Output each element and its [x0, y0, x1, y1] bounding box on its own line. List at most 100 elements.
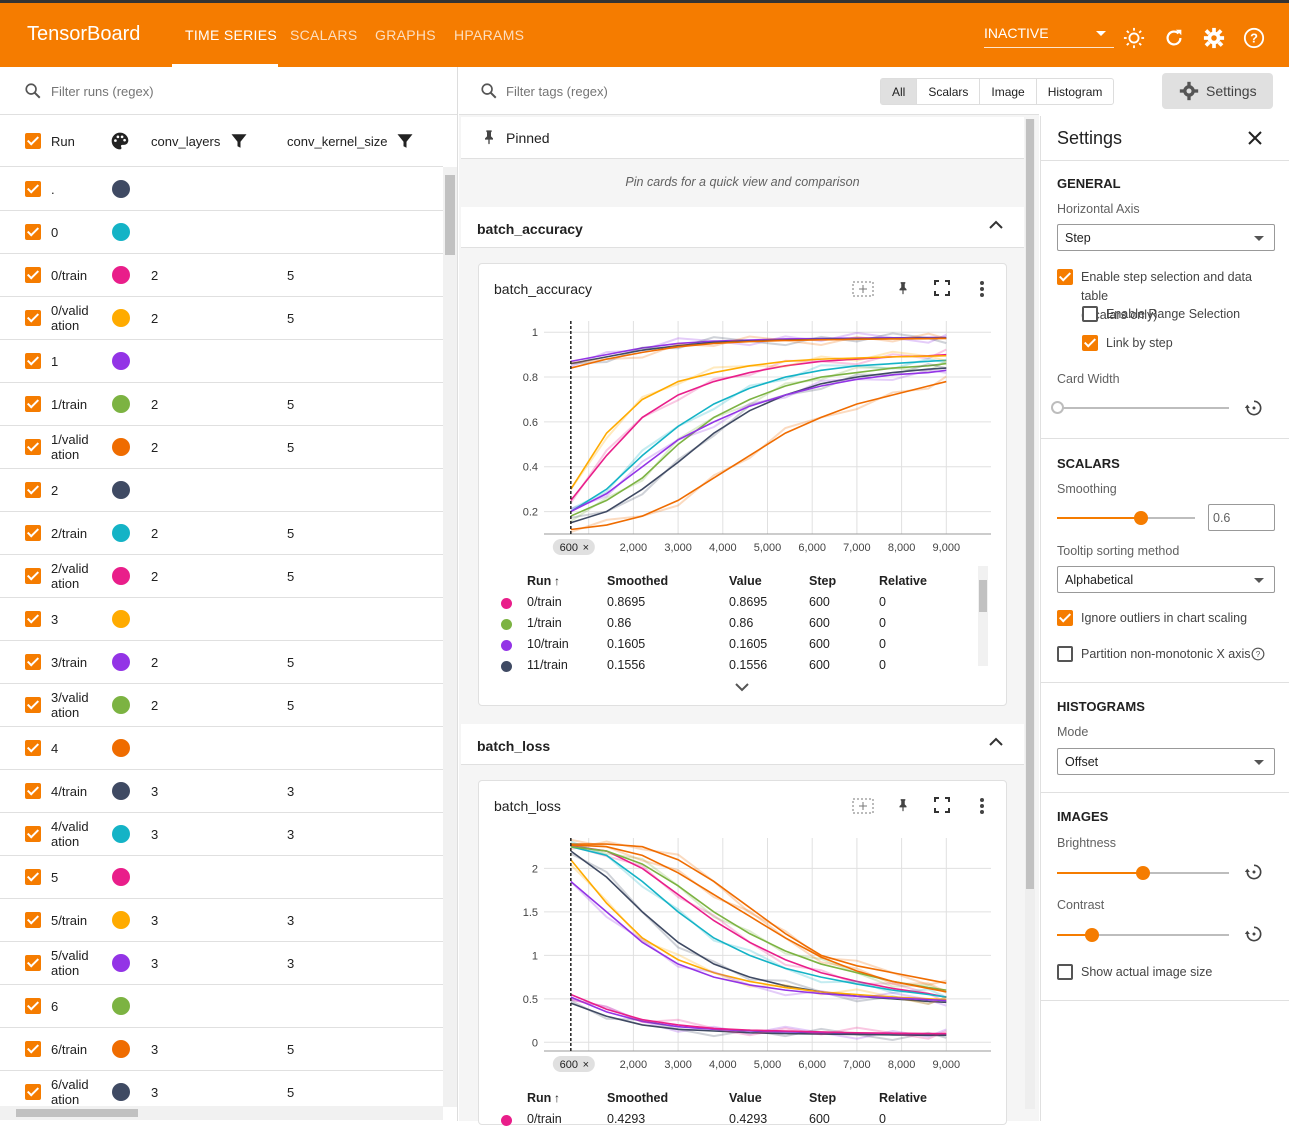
run-row[interactable]: 2/train 2 5	[0, 512, 443, 555]
reset-icon[interactable]	[1243, 862, 1265, 882]
run-color-swatch[interactable]	[112, 567, 130, 585]
run-checkbox[interactable]	[25, 482, 41, 498]
table-header-cell[interactable]: Step	[809, 574, 837, 588]
runs-horizontal-scrollbar[interactable]	[0, 1106, 443, 1120]
palette-icon[interactable]	[110, 131, 130, 151]
run-row[interactable]: 0	[0, 211, 443, 254]
filter-scalars-button[interactable]: Scalars	[917, 79, 981, 104]
fit-domain-icon[interactable]	[852, 797, 874, 815]
filter-image-button[interactable]: Image	[980, 79, 1037, 104]
batch-accuracy-chart[interactable]: 002,0003,0004,0005,0006,0007,0008,0009,0…	[479, 306, 1008, 566]
tab-graphs[interactable]: GRAPHS	[375, 27, 436, 43]
run-color-swatch[interactable]	[112, 352, 130, 370]
run-color-swatch[interactable]	[112, 825, 130, 843]
refresh-icon[interactable]	[1163, 27, 1185, 49]
filter-all-button[interactable]: All	[881, 79, 918, 104]
run-color-swatch[interactable]	[112, 868, 130, 886]
gear-icon[interactable]	[1203, 27, 1225, 49]
run-color-swatch[interactable]	[112, 180, 130, 198]
run-checkbox[interactable]	[25, 525, 41, 541]
run-checkbox[interactable]	[25, 568, 41, 584]
filter-icon[interactable]	[230, 132, 248, 150]
run-color-swatch[interactable]	[112, 696, 130, 714]
card-width-slider[interactable]	[1051, 401, 1229, 414]
theme-sun-icon[interactable]	[1123, 27, 1145, 49]
run-checkbox[interactable]	[25, 611, 41, 627]
run-row[interactable]: 5	[0, 856, 443, 899]
status-select[interactable]: INACTIVE	[984, 25, 1114, 48]
run-checkbox[interactable]	[25, 783, 41, 799]
step-marker-badge[interactable]	[552, 539, 595, 555]
tags-filter-input[interactable]: Filter tags (regex)	[506, 84, 608, 99]
select-all-checkbox[interactable]	[25, 133, 41, 149]
run-checkbox[interactable]	[25, 224, 41, 240]
reset-icon[interactable]	[1243, 398, 1265, 418]
smoothing-slider[interactable]	[1057, 511, 1195, 525]
run-checkbox[interactable]	[25, 826, 41, 842]
filter-histogram-button[interactable]: Histogram	[1047, 85, 1103, 99]
run-checkbox[interactable]	[25, 912, 41, 928]
run-color-swatch[interactable]	[112, 395, 130, 413]
run-color-swatch[interactable]	[112, 1040, 130, 1058]
run-row[interactable]: 4/train 3 3	[0, 770, 443, 813]
filter-icon[interactable]	[396, 132, 414, 150]
tab-hparams[interactable]: HPARAMS	[454, 27, 525, 43]
run-row[interactable]: 0/train 2 5	[0, 254, 443, 297]
contrast-slider-knob[interactable]	[1085, 928, 1099, 942]
fullscreen-icon[interactable]	[934, 797, 950, 813]
main-scrollbar-thumb[interactable]	[1026, 119, 1034, 889]
run-row[interactable]: 2/valid ation 2 5	[0, 555, 443, 598]
pin-icon[interactable]	[896, 280, 910, 296]
tab-time-series[interactable]: TIME SERIES	[185, 27, 277, 43]
run-row[interactable]: 1/valid ation 2 5	[0, 426, 443, 469]
table-header-cell[interactable]: Run	[527, 574, 552, 588]
table-scrollbar-thumb[interactable]	[979, 580, 987, 612]
settings-button[interactable]: Settings	[1162, 73, 1273, 109]
run-row[interactable]: 0/valid ation 2 5	[0, 297, 443, 340]
run-row[interactable]: 1/train 2 5	[0, 383, 443, 426]
run-checkbox[interactable]	[25, 353, 41, 369]
run-row[interactable]: 5/train 3 3	[0, 899, 443, 942]
fullscreen-icon[interactable]	[934, 280, 950, 296]
link-by-step-checkbox[interactable]	[1082, 335, 1098, 351]
run-color-swatch[interactable]	[112, 438, 130, 456]
run-row[interactable]: 5/valid ation 3 3	[0, 942, 443, 985]
table-header-cell[interactable]: Value	[729, 1091, 762, 1105]
run-row[interactable]: 3	[0, 598, 443, 641]
chevron-up-icon[interactable]	[989, 220, 1003, 230]
run-color-swatch[interactable]	[112, 911, 130, 929]
run-checkbox[interactable]	[25, 869, 41, 885]
run-color-swatch[interactable]	[112, 524, 130, 542]
run-checkbox[interactable]	[25, 1041, 41, 1057]
group-header-batch-accuracy[interactable]: batch_accuracy	[461, 207, 1024, 248]
group-header-batch-loss[interactable]: batch_loss	[461, 724, 1024, 765]
run-checkbox[interactable]	[25, 267, 41, 283]
run-row[interactable]: 2	[0, 469, 443, 512]
runs-filter-input[interactable]: Filter runs (regex)	[51, 84, 154, 99]
brightness-slider[interactable]	[1057, 866, 1229, 880]
tab-scalars[interactable]: SCALARS	[290, 27, 358, 43]
run-color-swatch[interactable]	[112, 1083, 130, 1101]
table-header-cell[interactable]: Value	[729, 574, 762, 588]
table-header-cell[interactable]: Smoothed	[607, 1091, 669, 1105]
smoothing-slider-knob[interactable]	[1134, 511, 1148, 525]
card-width-knob[interactable]	[1051, 401, 1064, 414]
help-icon[interactable]: ?	[1251, 647, 1265, 661]
run-color-swatch[interactable]	[112, 739, 130, 757]
run-row[interactable]: 3/train 2 5	[0, 641, 443, 684]
range-selection-checkbox[interactable]	[1082, 306, 1098, 322]
ignore-outliers-checkbox[interactable]	[1057, 610, 1073, 626]
table-header-cell[interactable]: Smoothed	[607, 574, 669, 588]
more-vert-icon[interactable]	[979, 797, 985, 815]
fit-domain-icon[interactable]	[852, 280, 874, 298]
run-checkbox[interactable]	[25, 181, 41, 197]
run-color-swatch[interactable]	[112, 610, 130, 628]
tooltip-sort-select[interactable]: Alphabetical	[1057, 566, 1275, 593]
run-color-swatch[interactable]	[112, 954, 130, 972]
run-checkbox[interactable]	[25, 310, 41, 326]
table-header-cell[interactable]: Relative	[879, 574, 927, 588]
step-selection-checkbox[interactable]	[1057, 269, 1073, 285]
run-color-swatch[interactable]	[112, 782, 130, 800]
run-row[interactable]: 6/train 3 5	[0, 1028, 443, 1071]
run-checkbox[interactable]	[25, 396, 41, 412]
